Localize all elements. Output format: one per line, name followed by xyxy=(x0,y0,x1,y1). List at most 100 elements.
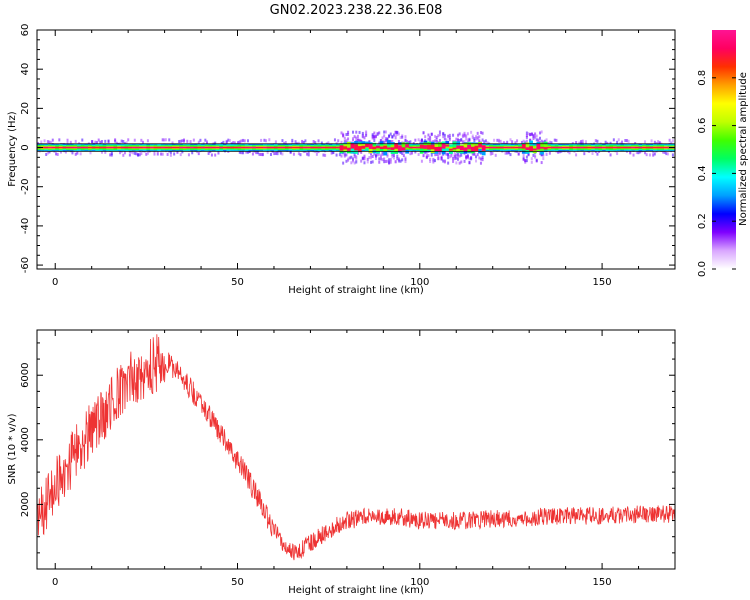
heatmap-cell xyxy=(652,150,655,154)
heatmap-cell xyxy=(361,156,364,160)
heatmap-cell xyxy=(518,146,523,149)
heatmap-cell xyxy=(80,146,85,149)
heatmap-cell xyxy=(160,146,165,149)
heatmap-cell xyxy=(396,131,399,135)
heatmap-cell xyxy=(529,133,532,137)
heatmap-cell xyxy=(492,146,497,149)
x-tick-label: 50 xyxy=(231,577,244,588)
heatmap-cell xyxy=(456,133,459,137)
heatmap-cell xyxy=(303,146,307,149)
heatmap-cell xyxy=(408,146,413,149)
heatmap-cell xyxy=(602,146,606,149)
heatmap-cell xyxy=(378,152,381,156)
heatmap-cell xyxy=(69,140,72,144)
y-tick-label: 2000 xyxy=(20,492,31,517)
heatmap-cell xyxy=(465,137,468,141)
heatmap-cell xyxy=(88,146,92,149)
heatmap-cell xyxy=(668,138,671,142)
spectrogram-ylabel: Frequency (Hz) xyxy=(7,111,18,187)
heatmap-cell xyxy=(104,139,107,143)
heatmap-cell xyxy=(291,141,294,145)
heatmap-cell xyxy=(656,146,661,149)
heatmap-cell xyxy=(465,156,468,160)
heatmap-cell xyxy=(386,154,389,158)
heatmap-cell xyxy=(399,135,402,139)
heatmap-cell xyxy=(40,140,43,144)
heatmap-cell xyxy=(463,140,466,144)
heatmap-cell xyxy=(416,146,420,149)
heatmap-cell xyxy=(516,139,519,143)
heatmap-cell xyxy=(228,138,231,142)
heatmap-cell xyxy=(186,139,189,143)
heatmap-cell xyxy=(653,146,657,149)
heatmap-cell xyxy=(543,139,546,143)
heatmap-cell xyxy=(189,140,192,144)
heatmap-cell xyxy=(361,145,366,149)
heatmap-cell xyxy=(594,146,599,149)
heatmap-cell xyxy=(381,152,384,156)
heatmap-cell xyxy=(299,146,304,149)
heatmap-cell xyxy=(211,146,216,149)
heatmap-cell xyxy=(288,146,293,149)
heatmap-cell xyxy=(568,151,571,155)
heatmap-cell xyxy=(496,146,501,149)
heatmap-cell xyxy=(95,146,100,149)
heatmap-cell xyxy=(525,133,528,137)
heatmap-cell xyxy=(458,161,461,165)
heatmap-cell xyxy=(391,135,394,139)
heatmap-cell xyxy=(435,152,438,156)
heatmap-cell xyxy=(473,152,476,156)
heatmap-cell xyxy=(394,143,399,149)
heatmap-cell xyxy=(102,146,107,149)
heatmap-cell xyxy=(183,138,186,142)
heatmap-cell xyxy=(373,152,376,156)
heatmap-cell xyxy=(419,139,422,143)
heatmap-cell xyxy=(373,139,376,143)
heatmap-cell xyxy=(458,154,461,158)
heatmap-cell xyxy=(484,139,487,143)
heatmap-cell xyxy=(307,150,310,154)
heatmap-cell xyxy=(138,153,141,157)
heatmap-cell xyxy=(91,146,96,149)
heatmap-cell xyxy=(532,148,537,151)
heatmap-cell xyxy=(632,153,635,157)
heatmap-cell xyxy=(199,138,202,142)
heatmap-cell xyxy=(100,150,103,154)
heatmap-cell xyxy=(246,139,249,143)
heatmap-cell xyxy=(499,139,502,143)
heatmap-cell xyxy=(396,154,399,158)
heatmap-cell xyxy=(434,134,437,138)
heatmap-cell xyxy=(625,139,628,143)
heatmap-cell xyxy=(373,136,376,140)
heatmap-cell xyxy=(671,139,674,143)
heatmap-cell xyxy=(156,152,159,156)
heatmap-cell xyxy=(419,144,424,149)
heatmap-cell xyxy=(558,146,563,149)
heatmap-cell xyxy=(525,147,530,151)
heatmap-cell xyxy=(649,146,654,149)
heatmap-cell xyxy=(374,135,377,139)
heatmap-cell xyxy=(412,146,417,149)
heatmap-cell xyxy=(507,151,510,155)
heatmap-cell xyxy=(525,159,528,163)
heatmap-cell xyxy=(430,146,435,154)
heatmap-cell xyxy=(478,156,481,160)
heatmap-cell xyxy=(514,141,517,145)
heatmap-cell xyxy=(133,138,136,142)
heatmap-cell xyxy=(551,146,555,149)
heatmap-cell xyxy=(434,143,439,151)
heatmap-cell xyxy=(314,141,317,145)
heatmap-cell xyxy=(569,146,574,149)
heatmap-cell xyxy=(237,141,240,145)
heatmap-cell xyxy=(353,161,356,165)
heatmap-cell xyxy=(76,151,79,155)
heatmap-cell xyxy=(675,147,679,149)
heatmap-cell xyxy=(429,139,432,143)
heatmap-cell xyxy=(295,146,300,149)
heatmap-cell xyxy=(629,151,632,155)
y-tick-label: 60 xyxy=(20,24,31,37)
heatmap-cell xyxy=(604,140,607,144)
heatmap-cell xyxy=(333,138,336,142)
heatmap-cell xyxy=(470,130,473,134)
heatmap-cell xyxy=(371,154,374,158)
